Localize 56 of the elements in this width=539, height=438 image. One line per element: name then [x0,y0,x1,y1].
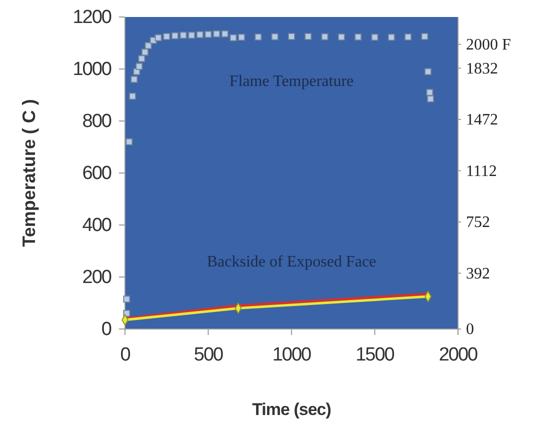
point [204,30,212,38]
text: Flame Temperature [229,72,354,90]
point [271,33,278,40]
y-tick-label: 1200 [72,7,112,28]
y2-tick-label: 752 [466,214,490,232]
x-tick-label: 2000 [438,344,478,366]
point [304,33,312,40]
point [154,34,162,42]
point [196,31,204,38]
x-tick-label: 1000 [272,344,312,366]
point [180,32,187,39]
point [354,34,362,41]
point [123,296,130,303]
y2-tick-label: 1472 [466,112,498,129]
y-tick-label: 400 [82,215,112,236]
point [130,76,138,83]
point [388,34,395,41]
y-tick-label: 800 [82,111,112,132]
x-axis-title: Time (sec) [252,400,331,419]
point [288,33,295,40]
point [126,138,133,146]
y2-tick-label: 392 [466,265,490,282]
series-label: Backside of Exposed Face [206,254,376,270]
point [238,34,246,41]
point [138,55,146,62]
x-tick-label: 500 [194,344,224,366]
point [171,32,178,40]
y2-tick-label: 2000 F [466,36,511,54]
point [221,30,228,38]
point [321,33,328,40]
point [427,95,434,102]
y-tick-label: 200 [82,267,112,288]
y-axis-title: Temperature ( C ) [19,99,39,247]
y-tick-label: 0 [101,319,112,340]
point [421,33,428,40]
point [163,33,170,40]
point [404,34,412,41]
point [371,34,378,41]
y2-tick-label: 0 [466,321,474,338]
y2-tick-label: 1832 [466,60,498,78]
point [426,88,434,96]
y-tick-label: 600 [82,163,112,184]
point [338,34,345,41]
point [230,34,237,42]
point [254,34,262,41]
y2-tick-label: 1112 [466,162,497,180]
point [136,62,143,70]
point [188,32,196,39]
x-tick-label: 0 [120,344,130,366]
y-tick-label: 1000 [72,59,112,80]
point [213,30,220,38]
point [128,92,136,100]
point [141,48,148,56]
point [424,68,432,76]
point [144,42,152,50]
x-tick-label: 1500 [356,344,394,366]
